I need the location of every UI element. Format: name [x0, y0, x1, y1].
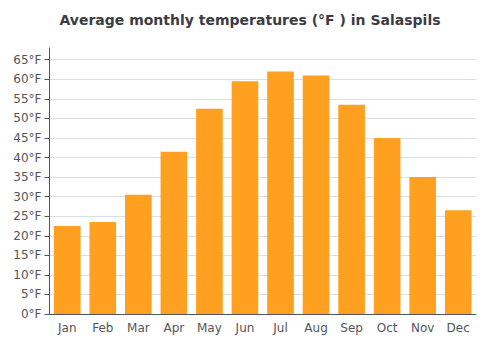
svg-text:Aug: Aug	[304, 321, 327, 335]
svg-text:45°F: 45°F	[13, 131, 41, 145]
svg-text:Oct: Oct	[377, 321, 398, 335]
svg-text:Sep: Sep	[340, 321, 363, 335]
svg-text:55°F: 55°F	[13, 92, 41, 106]
svg-text:0°F: 0°F	[21, 307, 42, 321]
svg-text:Nov: Nov	[411, 321, 434, 335]
svg-text:30°F: 30°F	[13, 190, 41, 204]
svg-text:Average monthly temperatures (: Average monthly temperatures (°F ) in Sa…	[59, 12, 440, 28]
svg-text:Dec: Dec	[447, 321, 470, 335]
svg-text:Feb: Feb	[92, 321, 113, 335]
svg-text:10°F: 10°F	[13, 268, 41, 282]
svg-text:35°F: 35°F	[13, 170, 41, 184]
svg-text:15°F: 15°F	[13, 248, 41, 262]
svg-text:May: May	[197, 321, 222, 335]
svg-text:65°F: 65°F	[13, 53, 41, 67]
svg-text:Mar: Mar	[127, 321, 150, 335]
svg-text:Apr: Apr	[163, 321, 184, 335]
svg-text:50°F: 50°F	[13, 111, 41, 125]
svg-text:40°F: 40°F	[13, 151, 41, 165]
svg-text:Jun: Jun	[235, 321, 255, 335]
svg-text:60°F: 60°F	[13, 72, 41, 86]
svg-text:Jul: Jul	[272, 321, 287, 335]
svg-text:5°F: 5°F	[21, 287, 42, 301]
svg-text:Jan: Jan	[57, 321, 77, 335]
svg-text:25°F: 25°F	[13, 209, 41, 223]
svg-text:20°F: 20°F	[13, 229, 41, 243]
